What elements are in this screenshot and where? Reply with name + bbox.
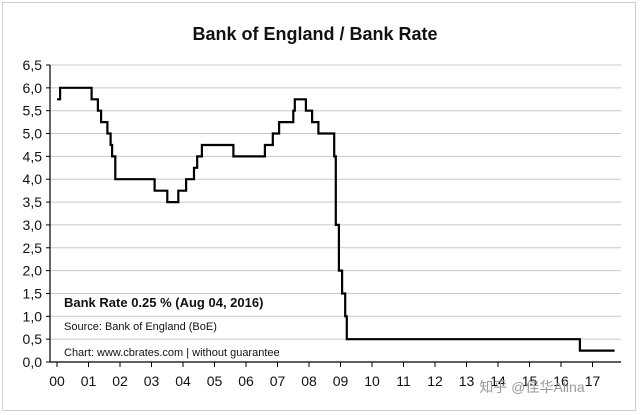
x-tick-label: 17: [585, 373, 601, 389]
x-tick-label: 01: [81, 373, 97, 389]
y-tick-label: 4,0: [23, 171, 43, 187]
x-tick-label: 03: [144, 373, 160, 389]
x-tick-label: 15: [522, 373, 538, 389]
source-annotation: Source: Bank of England (BoE): [64, 321, 217, 333]
y-tick-label: 3,5: [23, 194, 43, 210]
x-tick-label: 09: [333, 373, 349, 389]
y-tick-label: 5,0: [23, 126, 43, 142]
credit-annotation: Chart: www.cbrates.com | without guarant…: [64, 347, 280, 359]
x-axis-ticks: 00 01 02 03 04 05 06 07 08 09 10 11 12 13 14 15 16 17: [49, 373, 600, 389]
y-tick-label: 2,0: [23, 263, 43, 279]
grid-lines: [50, 64, 621, 340]
y-tick-label: 0,5: [23, 331, 43, 347]
x-tick-label: 02: [112, 373, 128, 389]
y-tick-label: 5,5: [23, 103, 43, 119]
x-tick-label: 08: [301, 373, 317, 389]
chart-border: [2, 2, 636, 411]
x-tick-label: 14: [490, 373, 506, 389]
x-tick-label: 16: [553, 373, 569, 389]
y-axis-ticks: 0,0 0,5 1,0 1,5 2,0 2,5 3,0 3,5 4,0 4,5 5,0 5,5 6,0 6…: [23, 57, 43, 370]
y-tick-label: 4,5: [23, 148, 43, 164]
y-tick-label: 6,0: [23, 80, 43, 96]
x-tick-label: 04: [175, 373, 191, 389]
y-tick-label: 6,5: [23, 57, 43, 73]
y-tick-label: 1,5: [23, 285, 43, 301]
chart-title: Bank of England / Bank Rate: [192, 24, 437, 44]
x-tick-label: 13: [459, 373, 475, 389]
x-tick-label: 11: [396, 373, 411, 389]
x-tick-label: 10: [364, 373, 380, 389]
y-tick-label: 3,0: [23, 217, 43, 233]
x-tick-label: 00: [49, 373, 65, 389]
bank-rate-series-line: [57, 86, 615, 352]
axes: [46, 64, 621, 367]
y-tick-label: 0,0: [23, 354, 43, 370]
x-tick-label: 06: [238, 373, 254, 389]
y-tick-label: 2,5: [23, 240, 43, 256]
watermark: 知乎 @佳华Alina: [479, 379, 584, 395]
x-tick-label: 07: [270, 373, 286, 389]
x-tick-label: 05: [207, 373, 223, 389]
current-rate-annotation: Bank Rate 0.25 % (Aug 04, 2016): [64, 295, 263, 310]
y-tick-label: 1,0: [23, 308, 43, 324]
x-tick-label: 12: [427, 373, 443, 389]
